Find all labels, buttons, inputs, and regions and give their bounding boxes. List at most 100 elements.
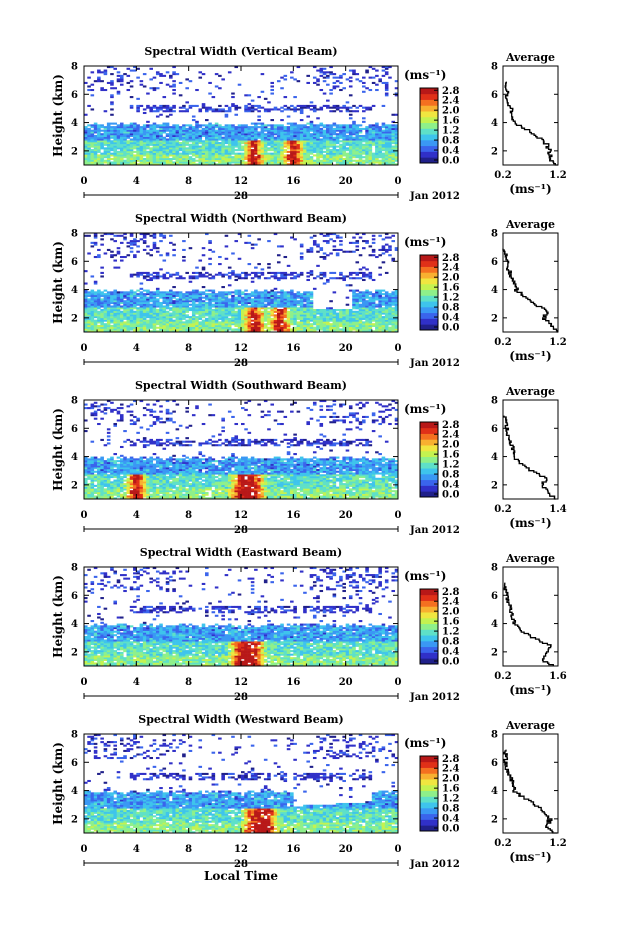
colorbar-segment xyxy=(420,761,438,768)
y-tick-label: 2 xyxy=(71,146,78,157)
colorbar: 0.00.40.81.21.62.02.42.8 (ms⁻¹) xyxy=(404,569,459,668)
x-tick-label: 8 xyxy=(185,677,192,688)
colorbar-tick-label: 2.8 xyxy=(442,253,459,264)
profile-y-tick-label: 6 xyxy=(491,591,498,602)
colorbar-segment xyxy=(420,255,438,262)
colorbar-segment xyxy=(420,468,438,475)
profile-y-tick-label: 4 xyxy=(491,285,498,296)
colorbar-tick-label: 1.2 xyxy=(442,627,459,638)
colorbar-segment xyxy=(420,473,438,481)
profile-y-tick-label: 4 xyxy=(491,452,498,463)
profile-y-tick-label: 2 xyxy=(491,647,498,658)
colorbar-tick-label: 0.4 xyxy=(442,313,459,324)
colorbar-segment xyxy=(420,796,438,803)
y-tick-label: 8 xyxy=(71,62,78,73)
y-axis-label: Height (km) xyxy=(51,408,65,491)
y-tick-label: 6 xyxy=(71,424,78,435)
x-tick-label: 4 xyxy=(133,176,140,187)
profile-y-tick-label: 2 xyxy=(491,313,498,324)
x-tick-label: 16 xyxy=(286,677,300,688)
colorbar-tick-label: 1.2 xyxy=(442,460,459,471)
colorbar-segment xyxy=(420,767,438,774)
y-tick-label: 8 xyxy=(71,730,78,741)
colorbar-tick-label: 2.8 xyxy=(442,754,459,765)
date-label: Jan 2012 xyxy=(409,358,460,369)
profile-x-label: (ms⁻¹) xyxy=(509,182,551,196)
x-tick-label: 0 xyxy=(81,510,88,521)
colorbar-frame xyxy=(419,421,439,498)
profile-frame xyxy=(502,65,559,166)
profile-y-tick-label: 8 xyxy=(491,229,498,240)
colorbar-segment xyxy=(420,807,438,815)
colorbar-segment xyxy=(420,99,438,106)
colorbar-segment xyxy=(420,819,438,826)
colorbar-tick-label: 2.4 xyxy=(442,263,459,274)
colorbar-tick-label: 0.8 xyxy=(442,136,459,147)
y-tick-label: 4 xyxy=(71,285,78,296)
day-label: 28 xyxy=(234,358,248,369)
colorbar-segment xyxy=(420,93,438,100)
colorbar-unit: (ms⁻¹) xyxy=(404,402,446,416)
day-bar: 28 Jan 2012 xyxy=(83,191,460,202)
x-tick-label: 8 xyxy=(185,844,192,855)
colorbar-segment xyxy=(420,825,438,832)
x-tick-label: 20 xyxy=(339,176,353,187)
colorbar-tick-label: 1.2 xyxy=(442,794,459,805)
profile-x-tick-label: 1.2 xyxy=(549,838,566,849)
colorbar-tick-label: 1.2 xyxy=(442,293,459,304)
average-profile: Average 2 4 6 8 0.2 1.2(ms⁻¹) xyxy=(491,51,567,196)
colorbar-tick-label: 1.6 xyxy=(442,116,459,127)
colorbar-segment xyxy=(420,640,438,648)
colorbar: 0.00.40.81.21.62.02.42.8 (ms⁻¹) xyxy=(404,402,459,501)
day-bar: 28 Jan 2012 xyxy=(83,859,460,870)
heatmap-cells xyxy=(84,233,399,333)
colorbar-segment xyxy=(420,784,438,792)
x-tick-label: 4 xyxy=(133,844,140,855)
colorbar-segment xyxy=(420,151,438,158)
x-tick-label: 0 xyxy=(395,176,402,187)
colorbar-segment xyxy=(420,658,438,665)
colorbar-segment xyxy=(420,105,438,112)
y-tick-label: 6 xyxy=(71,591,78,602)
y-tick-label: 8 xyxy=(71,229,78,240)
x-tick-label: 12 xyxy=(234,343,248,354)
y-axis-label: Height (km) xyxy=(51,742,65,825)
panel-title: Spectral Width (Vertical Beam) xyxy=(144,45,337,58)
x-tick-label: 8 xyxy=(185,343,192,354)
panel-title: Spectral Width (Westward Beam) xyxy=(138,713,343,726)
colorbar-tick-label: 0.4 xyxy=(442,814,459,825)
colorbar-segment xyxy=(420,589,438,596)
profile-x-tick-label: 0.2 xyxy=(494,838,511,849)
colorbar-segment xyxy=(420,260,438,267)
profile-y-tick-label: 6 xyxy=(491,758,498,769)
colorbar-tick-label: 0.8 xyxy=(442,804,459,815)
heatmap-cells xyxy=(84,66,399,166)
colorbar-tick-label: 2.8 xyxy=(442,86,459,97)
heatmap-cells xyxy=(84,400,399,500)
colorbar-segment xyxy=(420,646,438,653)
colorbar-tick-label: 2.8 xyxy=(442,587,459,598)
colorbar-segment xyxy=(420,318,438,325)
profile-y-tick-label: 8 xyxy=(491,396,498,407)
colorbar-segment xyxy=(420,422,438,429)
profile-y-tick-label: 2 xyxy=(491,814,498,825)
colorbar-segment xyxy=(420,324,438,331)
date-label: Jan 2012 xyxy=(409,692,460,703)
profile-x-tick-label: 1.2 xyxy=(549,337,566,348)
colorbar-segment xyxy=(420,456,438,463)
colorbar-tick-label: 0.0 xyxy=(442,824,459,835)
colorbar-frame xyxy=(419,87,439,164)
colorbar-segment xyxy=(420,128,438,135)
colorbar-tick-label: 2.0 xyxy=(442,273,459,284)
profile-x-tick-label: 0.2 xyxy=(494,671,511,682)
date-label: Jan 2012 xyxy=(409,525,460,536)
colorbar-segment xyxy=(420,306,438,314)
colorbar-tick-label: 1.6 xyxy=(442,617,459,628)
colorbar-tick-label: 2.4 xyxy=(442,96,459,107)
colorbar-segment xyxy=(420,813,438,820)
colorbar-segment xyxy=(420,145,438,152)
colorbar-segment xyxy=(420,439,438,446)
date-label: Jan 2012 xyxy=(409,859,460,870)
colorbar-segment xyxy=(420,289,438,296)
